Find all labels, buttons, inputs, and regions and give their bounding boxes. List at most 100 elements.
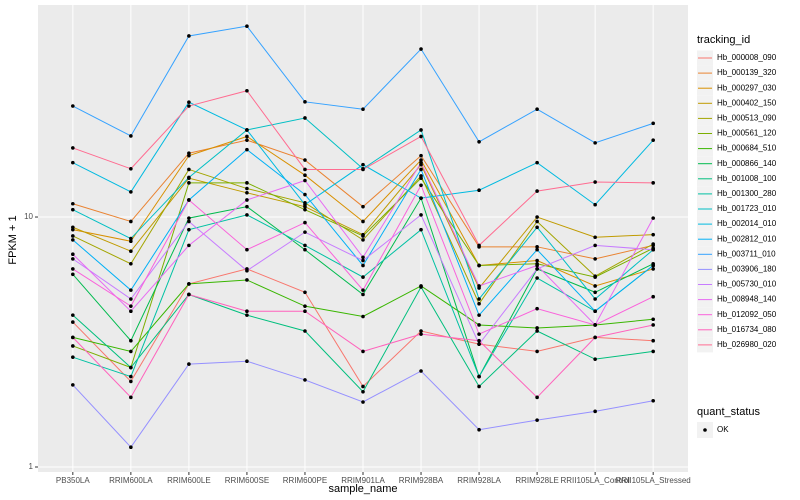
- data-point: [535, 329, 539, 333]
- data-point: [593, 180, 597, 184]
- data-point: [71, 238, 75, 242]
- data-point: [71, 272, 75, 277]
- data-point: [129, 395, 133, 400]
- x-tick-label: RRII105LA_Control: [560, 476, 630, 485]
- data-point: [535, 258, 539, 263]
- data-point: [129, 261, 133, 266]
- data-point: [477, 332, 481, 336]
- y-tick-label: 10: [24, 212, 33, 221]
- data-point: [303, 290, 307, 295]
- legend-label: Hb_003711_010: [717, 249, 776, 258]
- data-point: [303, 178, 307, 183]
- legend-label: Hb_016734_080: [717, 325, 777, 334]
- data-point: [303, 158, 307, 162]
- data-point: [361, 263, 365, 268]
- legend-label: Hb_002014_010: [717, 219, 777, 228]
- data-point: [129, 219, 133, 224]
- data-point: [361, 400, 365, 404]
- data-point: [535, 189, 539, 193]
- data-point: [71, 383, 75, 387]
- data-point: [477, 374, 481, 379]
- data-point: [303, 304, 307, 308]
- data-point: [419, 183, 423, 188]
- data-point: [419, 160, 423, 165]
- data-point: [651, 181, 655, 185]
- data-point: [187, 167, 191, 172]
- data-point: [129, 374, 133, 379]
- legend-label: Hb_000684_510: [717, 144, 777, 153]
- data-point: [129, 190, 133, 194]
- data-point: [535, 263, 539, 268]
- data-point: [535, 160, 539, 165]
- data-point: [593, 335, 597, 340]
- data-point: [419, 176, 423, 180]
- data-point: [129, 134, 133, 138]
- data-point: [651, 399, 655, 403]
- data-point: [187, 198, 191, 202]
- data-point: [535, 215, 539, 219]
- data-point: [651, 267, 655, 271]
- data-point: [303, 247, 307, 252]
- data-point: [129, 365, 133, 370]
- data-point: [593, 323, 597, 327]
- legend-label: Hb_000139_320: [717, 68, 777, 77]
- data-point: [593, 243, 597, 248]
- data-point: [593, 275, 597, 279]
- data-point: [245, 24, 249, 28]
- data-point: [535, 247, 539, 252]
- data-point: [535, 276, 539, 280]
- data-point: [245, 128, 249, 132]
- data-point: [593, 257, 597, 261]
- data-point: [593, 409, 597, 414]
- y-axis-title: FPKM + 1: [7, 215, 19, 264]
- data-point: [361, 167, 365, 172]
- data-point: [361, 288, 365, 292]
- data-point: [187, 100, 191, 104]
- data-point: [419, 196, 423, 200]
- data-point: [593, 202, 597, 207]
- data-point: [71, 160, 75, 165]
- shape-legend-label: OK: [717, 425, 729, 434]
- x-tick-label: RRII105LA_Stressed: [616, 476, 691, 485]
- data-point: [71, 257, 75, 261]
- x-tick-label: PB350LA: [56, 476, 90, 485]
- data-point: [187, 282, 191, 286]
- data-point: [477, 384, 481, 389]
- data-point: [651, 263, 655, 268]
- data-point: [71, 313, 75, 317]
- data-point: [129, 288, 133, 292]
- data-point: [651, 323, 655, 327]
- data-point: [71, 225, 75, 230]
- data-point: [245, 198, 249, 202]
- data-point: [361, 292, 365, 297]
- legend-label: Hb_000297_030: [717, 83, 777, 92]
- data-point: [477, 263, 481, 268]
- data-point: [245, 134, 249, 139]
- data-point: [303, 167, 307, 172]
- data-point: [303, 207, 307, 212]
- data-point: [477, 139, 481, 144]
- data-point: [419, 332, 423, 336]
- data-point: [651, 349, 655, 354]
- data-point: [535, 267, 539, 271]
- data-point: [535, 107, 539, 111]
- data-point: [245, 313, 249, 317]
- x-tick-label: RRIM600SE: [225, 476, 269, 485]
- data-point: [187, 181, 191, 185]
- data-point: [187, 216, 191, 220]
- data-point: [71, 335, 75, 340]
- data-point: [245, 191, 249, 195]
- shape-legend-title: quant_status: [697, 406, 760, 418]
- data-point: [129, 309, 133, 314]
- data-point: [303, 202, 307, 207]
- data-point: [361, 389, 365, 394]
- data-point: [129, 249, 133, 253]
- data-point: [303, 329, 307, 333]
- data-point: [129, 236, 133, 241]
- data-point: [419, 153, 423, 158]
- data-point: [187, 362, 191, 366]
- data-point: [71, 344, 75, 348]
- data-point: [245, 268, 249, 273]
- x-tick-label: RRIM901LA: [341, 476, 385, 485]
- data-point: [651, 242, 655, 246]
